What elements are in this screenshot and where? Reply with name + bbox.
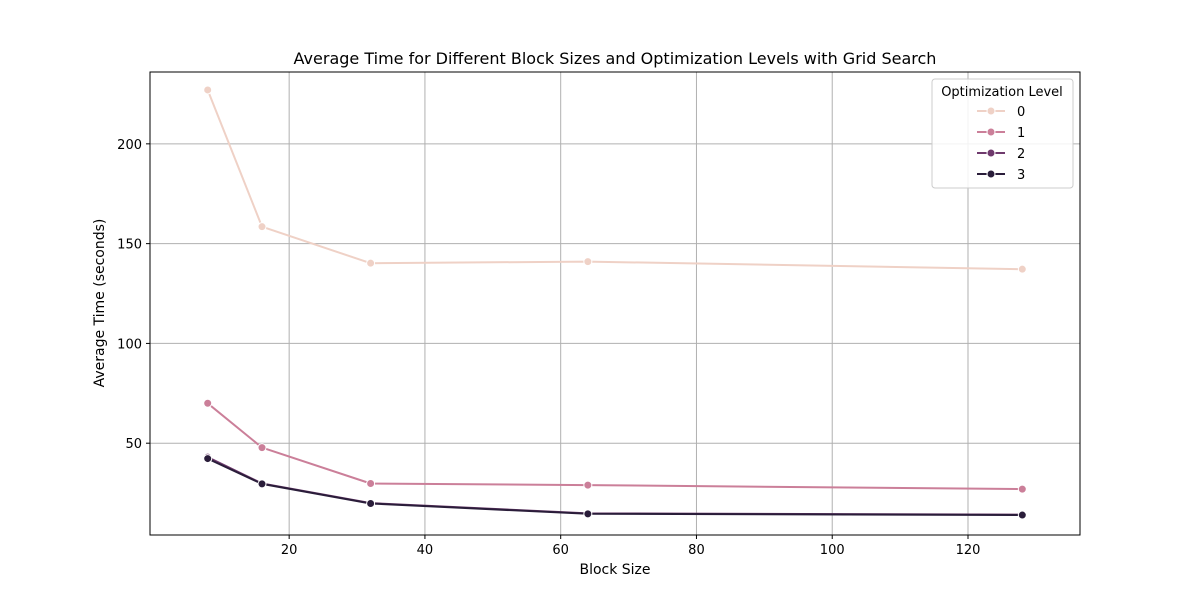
legend-entry: 2 — [977, 147, 1025, 162]
x-tick-label: 20 — [281, 543, 298, 558]
axes: 20 40 60 80 100 120 50 100 150 200 — [117, 138, 980, 558]
gridlines — [150, 72, 1080, 535]
y-tick-label: 100 — [117, 337, 142, 352]
data-point — [203, 85, 213, 95]
data-point — [366, 258, 376, 268]
data-point — [1017, 510, 1027, 520]
legend-entry: 0 — [977, 105, 1025, 120]
legend-marker — [986, 106, 996, 116]
data-point — [257, 443, 267, 453]
data-point — [257, 479, 267, 489]
legend-label: 2 — [1017, 147, 1025, 162]
legend: Optimization Level 0 1 2 3 — [931, 78, 1074, 189]
legend-marker — [986, 169, 996, 179]
series-1 — [203, 398, 1027, 494]
legend-label: 0 — [1017, 105, 1025, 120]
data-point — [257, 222, 267, 232]
data-point — [366, 479, 376, 489]
legend-marker — [986, 127, 996, 137]
y-tick-label: 200 — [117, 138, 142, 153]
data-point — [203, 398, 213, 408]
x-tick-label: 60 — [552, 543, 569, 558]
y-tick-label: 150 — [117, 238, 142, 253]
x-tick-label: 80 — [688, 543, 705, 558]
legend-box — [931, 78, 1074, 189]
x-axis-label: Block Size — [579, 562, 650, 578]
legend-entry: 3 — [977, 168, 1025, 183]
legend-entry: 1 — [977, 126, 1025, 141]
legend-title: Optimization Level — [941, 85, 1063, 100]
legend-label: 3 — [1017, 168, 1025, 183]
data-point — [1017, 264, 1027, 274]
legend-entries: 0 1 2 3 — [977, 105, 1025, 183]
legend-label: 1 — [1017, 126, 1025, 141]
plot-frame — [149, 71, 1081, 536]
series-0 — [203, 85, 1027, 274]
y-tick-label: 50 — [125, 437, 142, 452]
x-tick-label: 100 — [820, 543, 845, 558]
series-layer — [203, 85, 1027, 520]
x-tick-label: 120 — [956, 543, 981, 558]
data-point — [1017, 484, 1027, 494]
x-tick-label: 40 — [417, 543, 434, 558]
data-point — [583, 257, 593, 267]
data-point — [203, 454, 213, 464]
y-axis-label: Average Time (seconds) — [92, 219, 108, 388]
data-point — [583, 480, 593, 490]
series-3 — [203, 454, 1027, 520]
data-point — [583, 509, 593, 519]
chart-title: Average Time for Different Block Sizes a… — [294, 49, 937, 68]
legend-marker — [986, 148, 996, 158]
data-point — [366, 498, 376, 508]
